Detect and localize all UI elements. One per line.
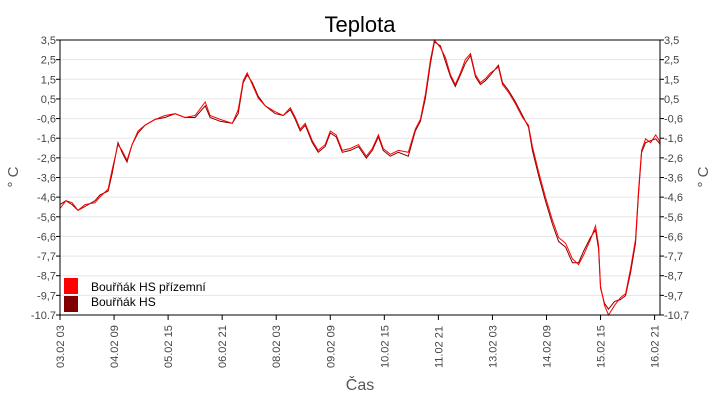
y-tick-label-left: -2,6 xyxy=(37,153,56,165)
x-tick-label: 08.02 03 xyxy=(271,325,283,368)
y-tick-label-right: -2,6 xyxy=(664,153,683,165)
y-tick-label-right: -1,6 xyxy=(664,133,683,145)
y-tick-label-left: -8,7 xyxy=(37,271,56,283)
y-tick-label-right: 1,5 xyxy=(664,74,679,86)
series-lines xyxy=(59,38,661,317)
y-axis-label-right: ° C xyxy=(695,166,712,187)
series-line-bouřňák-hs xyxy=(59,41,661,311)
y-tick-label-left: -0,6 xyxy=(37,114,56,126)
y-tick-label-left: -9,7 xyxy=(37,290,56,302)
y-tick-label-right: -4,6 xyxy=(664,192,683,204)
y-tick-label-right: -10,7 xyxy=(664,310,689,322)
legend-swatch-series-2 xyxy=(64,296,78,312)
x-tick-label: 14.02 09 xyxy=(541,325,553,368)
y-tick-label-left: -3,6 xyxy=(37,173,56,185)
y-tick-label-left: 3,5 xyxy=(41,35,56,47)
y-axis-label-left: ° C xyxy=(5,166,22,187)
y-tick-label-left: -1,6 xyxy=(37,133,56,145)
x-tick-label: 13.02 03 xyxy=(487,325,499,368)
legend-label-series-1: Bouřňák HS přízemní xyxy=(91,280,206,294)
y-tick-label-left: -4,6 xyxy=(37,192,56,204)
x-tick-label: 16.02 21 xyxy=(650,325,662,368)
y-tick-label-right: 3,5 xyxy=(664,35,679,47)
axis-ticks: 3,5 3,5 2,5 2,5 1,5 1,5 0,5 0,5 -0,6 -0,6 -1,6 -1,6… xyxy=(31,35,689,368)
x-axis-label: Čas xyxy=(346,375,374,394)
chart-title: Teplota xyxy=(325,12,397,37)
y-tick-label-right: -6,6 xyxy=(664,231,683,243)
legend-label-series-2: Bouřňák HS xyxy=(91,295,156,309)
y-tick-label-right: -8,7 xyxy=(664,271,683,283)
legend-swatch-series-1 xyxy=(64,278,78,294)
x-tick-label: 09.02 09 xyxy=(325,325,337,368)
x-tick-label: 03.02 03 xyxy=(55,325,67,368)
y-tick-label-right: -3,6 xyxy=(664,173,683,185)
legend: Bouřňák HS přízemní Bouřňák HS xyxy=(64,278,206,312)
y-tick-label-left: 1,5 xyxy=(41,74,56,86)
y-tick-label-left: -10.7 xyxy=(31,310,56,322)
y-tick-label-right: -0,6 xyxy=(664,114,683,126)
x-tick-label: 04.02 09 xyxy=(109,325,121,368)
series-line-bouřňák-hs-přízemní xyxy=(59,38,661,317)
y-tick-label-right: 0,5 xyxy=(664,94,679,106)
y-tick-label-left: -5,6 xyxy=(37,212,56,224)
gridlines xyxy=(60,59,660,296)
y-tick-label-left: 0,5 xyxy=(41,94,56,106)
x-tick-label: 05.02 15 xyxy=(163,325,175,368)
y-tick-label-right: -9,7 xyxy=(664,290,683,302)
y-tick-label-right: -5,6 xyxy=(664,212,683,224)
x-tick-label: 06.02 21 xyxy=(217,325,229,368)
y-tick-label-left: 2,5 xyxy=(41,55,56,67)
x-tick-label: 15.02 15 xyxy=(596,325,608,368)
y-tick-label-right: 2,5 xyxy=(664,55,679,67)
x-tick-label: 10.02 15 xyxy=(379,325,391,368)
y-tick-label-left: -6,6 xyxy=(37,231,56,243)
y-tick-label-right: -7,7 xyxy=(664,251,683,263)
x-tick-label: 11.02 21 xyxy=(433,326,445,368)
y-tick-label-left: -7,7 xyxy=(37,251,56,263)
